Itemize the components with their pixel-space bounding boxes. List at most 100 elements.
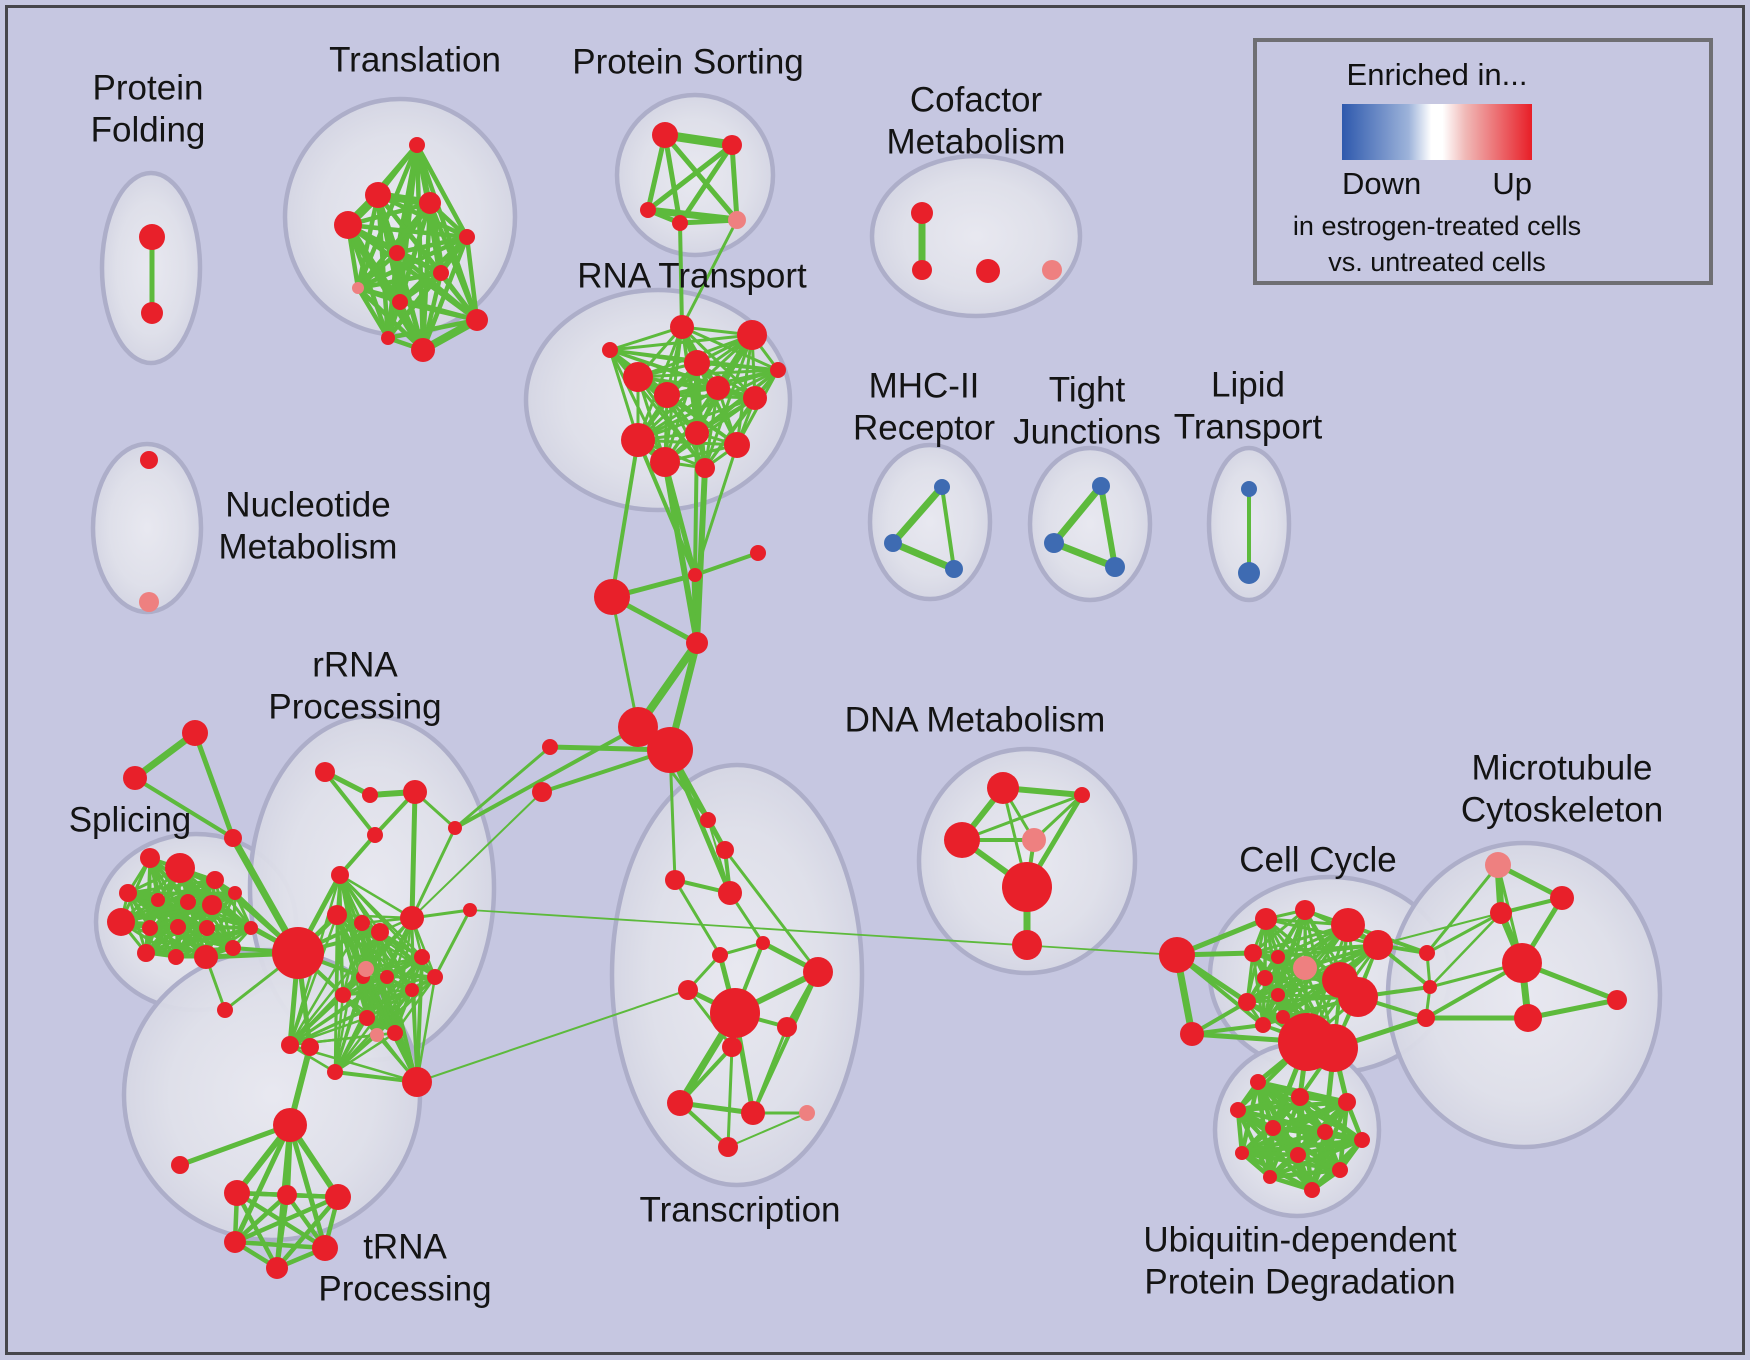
edge	[726, 1045, 734, 1149]
node-dna-metabolism-3	[1022, 828, 1046, 852]
node-lipid-transport-1	[1238, 562, 1260, 584]
node-backbone-1	[688, 568, 702, 582]
edge	[426, 199, 445, 277]
node-splicing-17	[194, 945, 218, 969]
node-protein-sorting-4	[728, 211, 746, 229]
node-rrna-processing-9	[414, 949, 430, 965]
cluster-label-tight-junctions-line1: Tight	[1049, 371, 1126, 410]
node-trna-processing-5	[224, 1231, 246, 1253]
node-splicing-12	[142, 920, 158, 936]
node-cell-cycle-2	[1255, 908, 1277, 930]
cluster-label-microtubule-cytoskeleton-line1: Microtubule	[1472, 749, 1653, 788]
edge	[1050, 482, 1105, 547]
node-rrna-processing-3	[367, 827, 383, 843]
node-cell-cycle-15	[1276, 1010, 1290, 1024]
edge	[333, 967, 368, 1074]
edge	[192, 730, 236, 841]
edge	[288, 967, 368, 1047]
node-rrna-processing-0	[315, 762, 335, 782]
node-rrna-processing-17	[402, 1067, 432, 1097]
node-splicing-0	[182, 720, 208, 746]
edge	[433, 908, 472, 979]
cluster-label-tight-junctions-line2: Junctions	[1013, 413, 1161, 452]
node-mhc-ii-receptor-0	[934, 479, 950, 495]
node-rna-transport-5	[654, 382, 680, 408]
node-trna-processing-7	[266, 1257, 288, 1279]
edge	[1525, 997, 1620, 1021]
cluster-label-translation: Translation	[329, 41, 501, 80]
node-rrna-processing-4	[331, 866, 349, 884]
legend-axis-labels: Down Up	[1342, 166, 1532, 202]
edge	[662, 132, 740, 223]
edge	[393, 975, 437, 1035]
node-translation-9	[466, 309, 488, 331]
edge	[333, 1031, 397, 1074]
node-splicing-5	[206, 871, 224, 889]
node-splicing-4	[165, 853, 195, 883]
edge	[144, 926, 253, 955]
node-cofactor-metabolism-3	[1042, 260, 1062, 280]
node-backbone-6	[647, 727, 693, 773]
node-rna-transport-2	[602, 342, 618, 358]
edge	[727, 1112, 808, 1148]
node-protein-folding-1	[141, 302, 163, 324]
edge	[410, 826, 457, 920]
cluster-label-nucleotide-metabolism-line1: Nucleotide	[225, 486, 390, 525]
node-backbone-0	[272, 927, 324, 979]
edge	[287, 1122, 328, 1251]
edge	[453, 745, 552, 830]
node-rrna-processing-2	[403, 780, 427, 804]
node-cell-cycle-0	[1159, 937, 1195, 973]
node-dna-metabolism-4	[1002, 862, 1052, 912]
edge	[608, 325, 684, 352]
node-nucleotide-metabolism-1	[139, 592, 159, 612]
node-microtubule-cytoskeleton-2	[1490, 902, 1512, 924]
edge	[636, 438, 697, 577]
node-dna-metabolism-1	[1074, 787, 1090, 803]
edge	[355, 200, 433, 291]
edge	[1267, 1167, 1343, 1180]
node-cell-cycle-11	[1338, 977, 1378, 1017]
edge	[144, 926, 209, 955]
node-transcription-5	[777, 1017, 797, 1037]
edge	[1239, 1137, 1365, 1156]
legend-title: Enriched in...	[1346, 57, 1528, 92]
node-cell-cycle-19	[1423, 980, 1437, 994]
node-cell-cycle-18	[1419, 945, 1435, 961]
edge	[960, 793, 1084, 842]
node-cell-cycle-12	[1238, 993, 1256, 1011]
edge	[662, 132, 683, 226]
cluster-label-rrna-processing-line2: Processing	[268, 688, 441, 727]
edge	[889, 539, 958, 573]
cluster-label-nucleotide-metabolism-line2: Metabolism	[219, 528, 398, 567]
edge	[464, 234, 480, 323]
edge	[695, 361, 780, 372]
node-rrna-processing-15	[359, 1010, 375, 1026]
edge	[394, 234, 470, 256]
node-rna-transport-12	[650, 447, 680, 477]
node-translation-2	[419, 192, 441, 214]
node-translation-4	[459, 229, 475, 245]
node-microtubule-cytoskeleton-0	[1485, 852, 1511, 878]
edge	[1276, 943, 1380, 959]
node-trna-processing-1	[171, 1156, 189, 1174]
node-microtubule-cytoskeleton-4	[1514, 1004, 1542, 1032]
node-dna-metabolism-2	[944, 822, 980, 858]
node-cofactor-metabolism-1	[912, 260, 932, 280]
nodes-layer	[107, 122, 1627, 1279]
node-rrna-processing-21	[370, 1028, 384, 1042]
cluster-ellipse-cofactor-metabolism	[869, 153, 1083, 319]
node-cofactor-metabolism-2	[976, 259, 1000, 283]
legend-gradient-bar	[1342, 104, 1532, 160]
cluster-label-protein-sorting: Protein Sorting	[572, 43, 804, 82]
node-rrna-processing-10	[427, 969, 443, 985]
node-rna-transport-1	[737, 320, 767, 350]
edge	[693, 431, 699, 577]
node-mhc-ii-receptor-2	[945, 560, 963, 578]
node-translation-0	[409, 137, 425, 153]
node-backbone-10	[716, 841, 734, 859]
node-rna-transport-8	[770, 362, 786, 378]
cluster-label-rrna-processing-line1: rRNA	[312, 646, 398, 685]
node-splicing-10	[228, 886, 242, 900]
